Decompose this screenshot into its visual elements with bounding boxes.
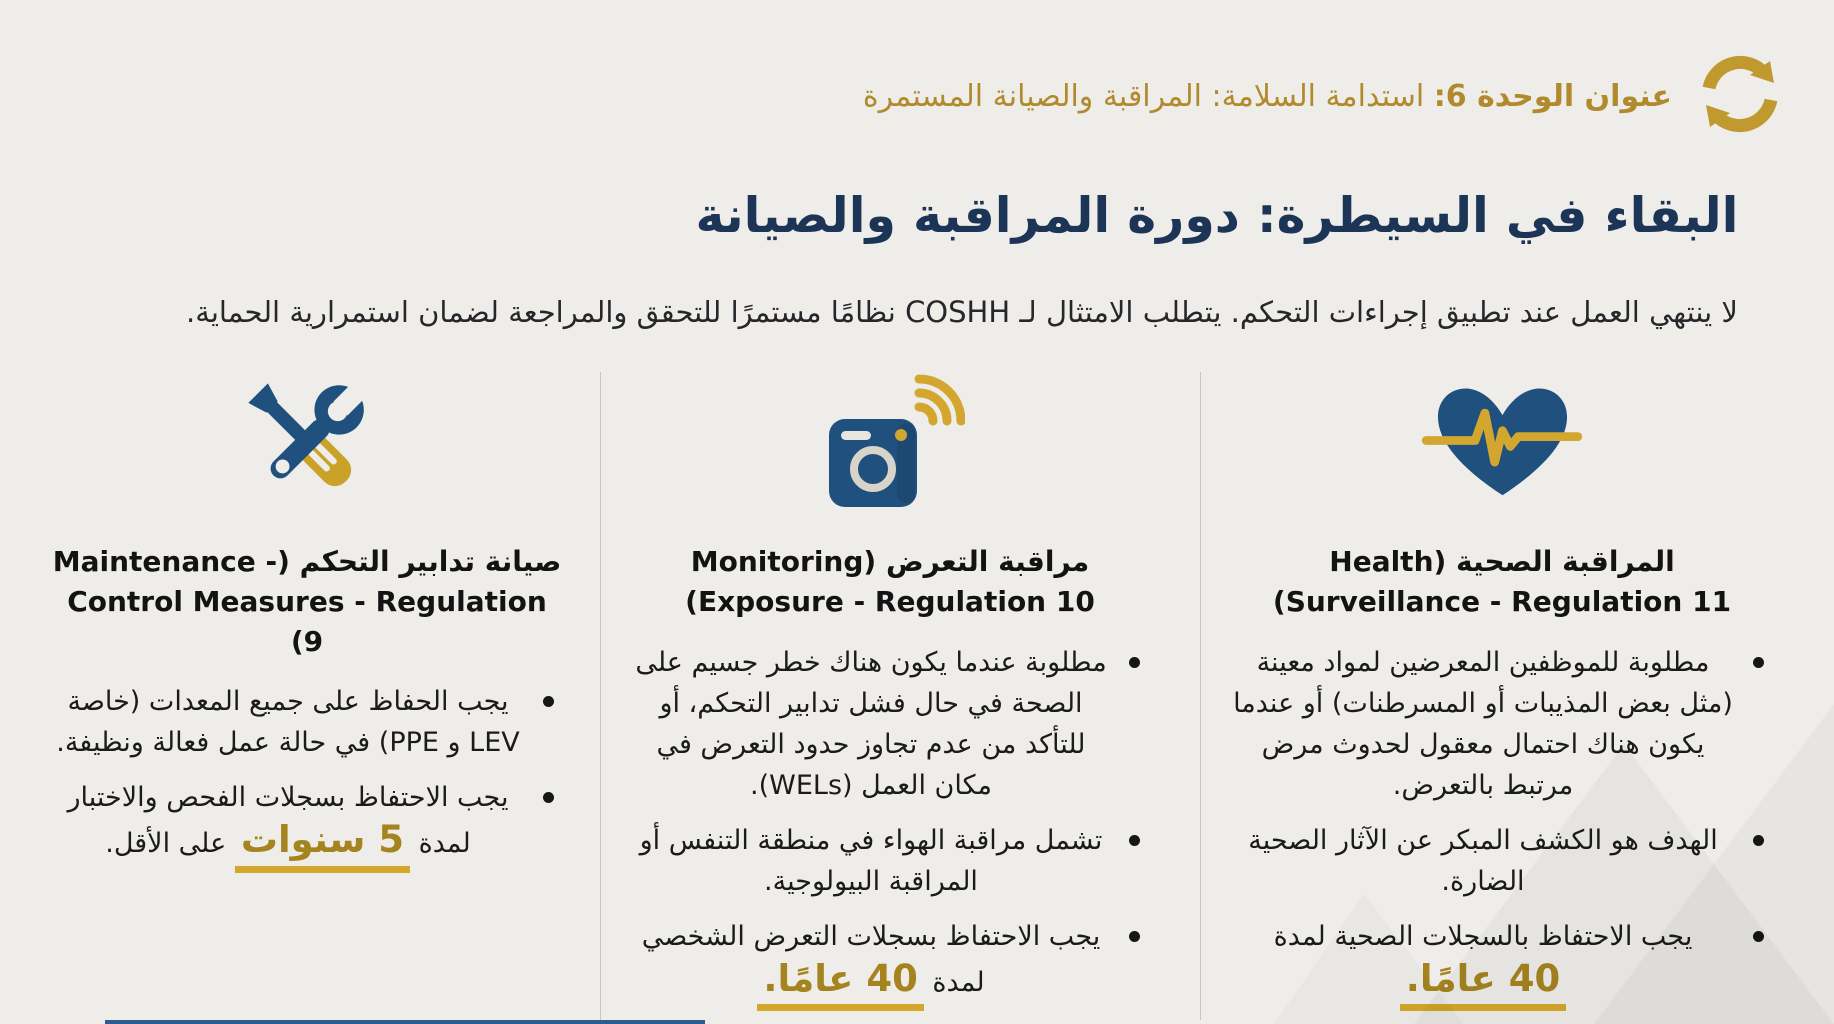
bullet-text: الهدف هو الكشف المبكر عن الآثار الصحية ا… [1248,824,1718,897]
column-divider [600,372,601,1020]
exposure-monitor-icon [815,356,965,528]
maintenance-bullet-list: يجب الحفاظ على جميع المعدات (خاصة LEV و … [42,681,572,886]
bullet-text: يجب الاحتفاظ بسجلات الفحص والاختبار لمدة [67,782,509,860]
list-item: يجب الاحتفاظ بسجلات التعرض الشخصي لمدة 4… [622,916,1158,1012]
list-item: تشمل مراقبة الهواء في منطقة التنفس أو ال… [622,820,1158,902]
list-item: مطلوبة عندما يكون هناك خطر جسيم على الصح… [622,642,1158,806]
list-item: الهدف هو الكشف المبكر عن الآثار الصحية ا… [1222,820,1782,902]
list-item: يجب الاحتفاظ بالسجلات الصحية لمدة 40 عام… [1222,916,1782,1012]
module-header-subject: استدامة السلامة: المراقبة والصيانة المست… [862,78,1434,114]
maintenance-heading: صيانة تدابير التحكم (Maintenance - Contr… [52,545,562,658]
heart-pulse-icon [1416,356,1588,528]
page-title: البقاء في السيطرة: دورة المراقبة والصيان… [695,186,1739,244]
highlight-text: 40 عامًا. [1399,957,1567,1012]
bottom-accent-bar [105,1020,705,1024]
tools-icon [228,356,386,528]
list-item: يجب الحفاظ على جميع المعدات (خاصة LEV و … [42,681,572,763]
bullet-text: تشمل مراقبة الهواء في منطقة التنفس أو ال… [639,824,1103,897]
monitoring-heading: مراقبة التعرض (Monitoring Exposure - Reg… [685,545,1095,618]
bullet-text: يجب الاحتفاظ بالسجلات الصحية لمدة [1273,920,1693,952]
module-header: عنوان الوحدة 6: استدامة السلامة: المراقب… [863,44,1790,148]
bullet-text: على الأقل. [105,828,235,860]
page-subtitle: لا ينتهي العمل عند تطبيق إجراءات التحكم.… [186,295,1738,329]
module-header-label: عنوان الوحدة 6: [1433,78,1672,114]
column-monitoring: مراقبة التعرض (Monitoring Exposure - Reg… [622,356,1158,1024]
refresh-cycle-icon [1690,44,1790,148]
bullet-text: يجب الحفاظ على جميع المعدات (خاصة LEV و … [56,686,520,759]
highlight-text: 40 عامًا. [757,957,924,1012]
column-maintenance: صيانة تدابير التحكم (Maintenance - Contr… [42,356,572,887]
list-item: يجب الاحتفاظ بسجلات الفحص والاختبار لمدة… [42,777,572,873]
health-heading: المراقبة الصحية (Health Surveillance - R… [1272,545,1732,618]
column-divider [1200,372,1201,1020]
bullet-text: مطلوبة للموظفين المعرضين لمواد معينة (مث… [1233,646,1733,801]
list-item: مطلوبة للموظفين المعرضين لمواد معينة (مث… [1222,642,1782,806]
highlight-text: 5 سنوات [234,818,410,873]
monitoring-bullet-list: مطلوبة عندما يكون هناك خطر جسيم على الصح… [622,642,1158,1024]
bullet-text: يجب الاحتفاظ بسجلات التعرض الشخصي لمدة [641,920,1101,998]
bullet-text: مطلوبة عندما يكون هناك خطر جسيم على الصح… [635,646,1107,801]
module-header-text: عنوان الوحدة 6: استدامة السلامة: المراقب… [863,79,1672,114]
health-bullet-list: مطلوبة للموظفين المعرضين لمواد معينة (مث… [1222,642,1782,1024]
column-health: المراقبة الصحية (Health Surveillance - R… [1222,356,1782,1024]
